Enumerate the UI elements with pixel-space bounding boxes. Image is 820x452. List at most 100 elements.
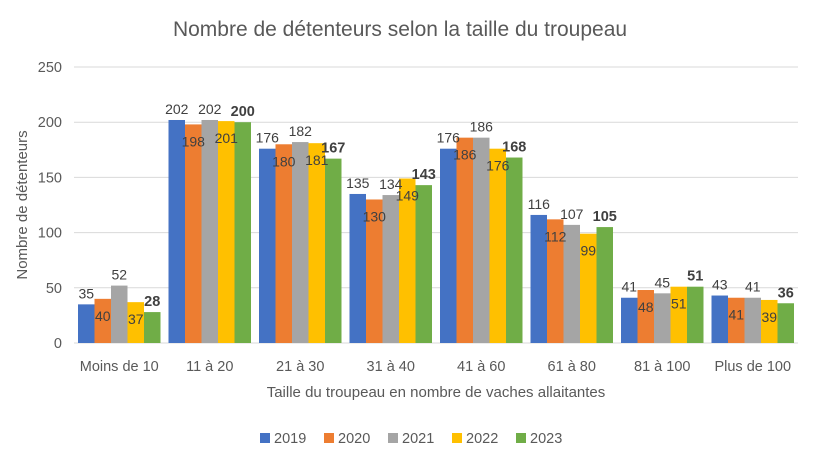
data-label: 168 (502, 140, 526, 156)
data-label: 167 (321, 141, 345, 157)
x-tick-label: 31 à 40 (367, 359, 415, 375)
bar-2023 (144, 312, 161, 343)
bar-2019 (711, 295, 728, 343)
bar-2023 (777, 303, 794, 343)
bar-2021 (744, 297, 761, 343)
legend-label: 2022 (466, 431, 498, 447)
legend-swatch-2020 (324, 433, 334, 443)
data-label: 198 (182, 133, 206, 149)
data-label: 107 (560, 206, 584, 222)
data-label: 130 (363, 208, 387, 224)
data-label: 186 (470, 119, 494, 135)
bar-2022 (670, 286, 687, 343)
bar-2021 (201, 119, 218, 343)
data-label: 143 (412, 167, 436, 183)
y-tick-label: 100 (38, 226, 62, 242)
y-axis-ticks: 0 50 100 150 200 250 (38, 60, 62, 352)
data-label: 176 (437, 130, 461, 146)
bar-2022 (489, 148, 506, 343)
bar-2023 (596, 227, 613, 343)
bar-2022 (218, 121, 235, 343)
bar-2022 (399, 178, 416, 343)
data-label: 180 (272, 153, 296, 169)
legend-label: 2019 (274, 431, 306, 447)
x-tick-label: 21 à 30 (276, 359, 324, 375)
bar-2022 (761, 299, 778, 343)
data-label: 181 (305, 152, 329, 168)
x-axis-title: Taille du troupeau en nombre de vaches a… (267, 384, 606, 401)
bar-2019 (621, 297, 638, 343)
x-axis-ticks: Moins de 10 11 à 20 21 à 30 31 à 40 41 à 60 6… (80, 359, 791, 375)
bar-2020 (637, 290, 654, 343)
bar-2020 (456, 137, 473, 343)
y-tick-label: 150 (38, 170, 62, 186)
data-label: 35 (78, 285, 94, 301)
bar-2020 (94, 298, 111, 343)
x-tick-label: 11 à 20 (186, 359, 233, 375)
data-label: 134 (379, 176, 403, 192)
data-label: 202 (198, 101, 222, 117)
data-label: 200 (231, 104, 255, 120)
legend: 2019 2020 2021 2022 2023 (260, 431, 562, 447)
data-labels: 3540523728202198202201200176180182181167… (78, 101, 793, 327)
y-tick-label: 50 (46, 281, 62, 297)
data-label: 37 (128, 311, 144, 327)
data-label: 51 (687, 269, 703, 285)
bar-2021 (654, 293, 671, 343)
bar-2023 (415, 185, 432, 343)
data-label: 52 (111, 267, 127, 283)
x-tick-label: Moins de 10 (80, 359, 159, 375)
data-label: 43 (712, 277, 728, 293)
data-label: 48 (638, 299, 654, 315)
data-label: 36 (778, 285, 794, 301)
data-label: 28 (144, 294, 160, 310)
bar-2019 (78, 304, 95, 343)
data-label: 105 (593, 209, 617, 225)
legend-swatch-2023 (516, 433, 526, 443)
bar-2023 (325, 158, 342, 343)
data-label: 182 (289, 123, 313, 139)
legend-swatch-2021 (388, 433, 398, 443)
x-tick-label: 81 à 100 (634, 359, 690, 375)
legend-swatch-2019 (260, 433, 270, 443)
legend-swatch-2022 (452, 433, 462, 443)
x-tick-label: 61 à 80 (548, 359, 596, 375)
data-label: 135 (346, 175, 370, 191)
data-label: 186 (453, 147, 477, 163)
bar-2021 (292, 142, 309, 343)
data-label: 149 (396, 188, 420, 204)
bar-2019 (259, 148, 276, 343)
data-label: 112 (544, 228, 567, 244)
legend-label: 2023 (530, 431, 562, 447)
x-tick-label: Plus de 100 (714, 359, 791, 375)
legend-label: 2021 (402, 431, 434, 447)
bar-2020 (185, 124, 202, 344)
bar-2020 (728, 297, 745, 343)
legend-label: 2020 (338, 431, 370, 447)
bar-2020 (547, 219, 564, 343)
bar-2019 (349, 193, 366, 343)
data-label: 39 (761, 309, 777, 325)
bar-2019 (168, 119, 185, 343)
chart-title: Nombre de détenteurs selon la taille du … (173, 18, 627, 41)
data-label: 99 (580, 243, 596, 259)
y-tick-label: 250 (38, 60, 62, 76)
bar-2022 (127, 302, 144, 343)
y-tick-label: 0 (54, 336, 62, 352)
data-label: 41 (745, 279, 761, 295)
data-label: 41 (728, 307, 744, 323)
data-label: 202 (165, 101, 189, 117)
bars (78, 119, 794, 344)
bar-2022 (308, 143, 325, 343)
bar-2020 (275, 144, 292, 343)
bar-2019 (530, 214, 547, 343)
data-label: 41 (621, 279, 637, 295)
bar-2021 (111, 285, 128, 343)
bar-2023 (506, 157, 523, 343)
data-label: 176 (486, 158, 510, 174)
data-label: 201 (215, 130, 239, 146)
data-label: 116 (528, 196, 551, 212)
bar-2020 (366, 199, 383, 343)
